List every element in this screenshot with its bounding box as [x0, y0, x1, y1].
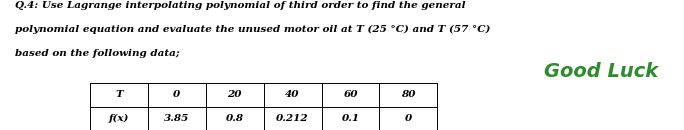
Text: 3.85: 3.85 [164, 114, 189, 123]
Text: based on the following data;: based on the following data; [15, 49, 180, 58]
Text: 0.8: 0.8 [226, 114, 244, 123]
Text: Q.4: Use Lagrange interpolating polynomial of third order to find the general: Q.4: Use Lagrange interpolating polynomi… [15, 1, 466, 10]
Text: T: T [115, 90, 122, 99]
Text: 0: 0 [173, 90, 181, 99]
Text: 0.212: 0.212 [276, 114, 309, 123]
Text: 0.1: 0.1 [341, 114, 360, 123]
Text: 0: 0 [405, 114, 412, 123]
Text: 20: 20 [228, 90, 242, 99]
Text: Good Luck: Good Luck [544, 62, 658, 81]
Text: 80: 80 [402, 90, 416, 99]
Text: f(x): f(x) [109, 114, 129, 123]
Text: 60: 60 [343, 90, 358, 99]
Text: polynomial equation and evaluate the unused motor oil at T (25 °C) and T (57 °C): polynomial equation and evaluate the unu… [15, 25, 490, 34]
Text: 40: 40 [285, 90, 300, 99]
